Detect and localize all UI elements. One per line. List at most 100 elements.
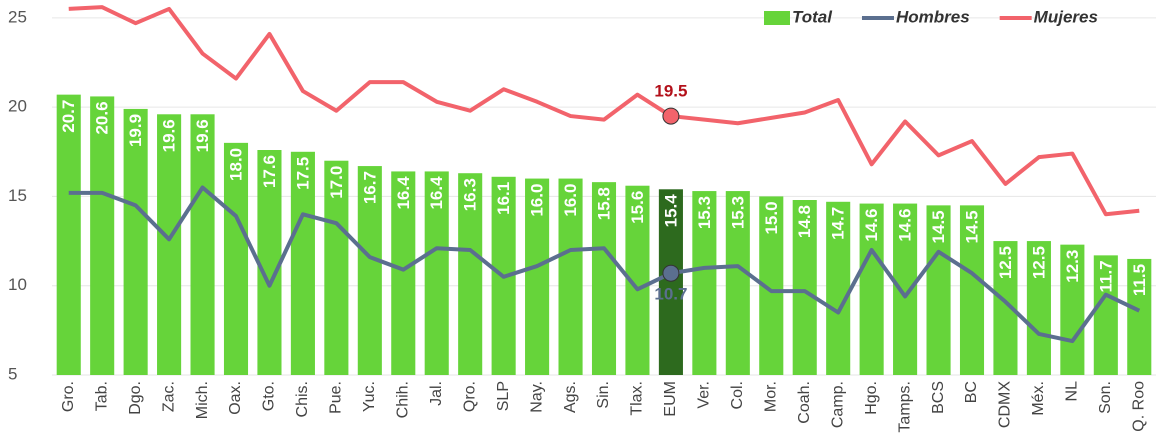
bar (1026, 241, 1051, 375)
bar (959, 205, 985, 375)
bar-label: 14.6 (896, 209, 915, 242)
bar-label: 15.8 (594, 187, 613, 220)
bar (223, 142, 249, 375)
bar (357, 166, 382, 375)
x-tick-label: Oax. (227, 381, 244, 415)
legend-label: Hombres (896, 7, 970, 26)
point-marker (662, 107, 680, 125)
bar-label: 19.6 (193, 119, 212, 152)
x-tick-label: Chih. (394, 381, 411, 418)
bar-label: 15.0 (762, 201, 781, 234)
x-tick-label: Nay. (528, 381, 545, 413)
y-tick-label: 10 (8, 275, 27, 294)
bar (424, 171, 449, 375)
x-tick-label: Ver. (696, 381, 713, 409)
bar-label: 15.3 (695, 196, 714, 229)
x-tick-label: CDMX (997, 381, 1014, 428)
x-tick-label: Gto. (261, 381, 278, 411)
bar-label: 16.4 (427, 176, 446, 210)
x-tick-label: Col. (729, 381, 746, 409)
x-tick-label: BCS (930, 381, 947, 414)
x-tick-label: Jal. (428, 381, 445, 406)
bar (725, 191, 750, 375)
legend-label: Total (792, 7, 833, 26)
bar-label: 20.7 (59, 100, 78, 133)
bar-label: 16.1 (494, 182, 513, 215)
bar-label: 17.6 (260, 155, 279, 188)
bar (257, 150, 282, 375)
legend-label: Mujeres (1034, 7, 1098, 26)
x-tick-label: Gro. (60, 381, 77, 412)
bar (826, 201, 851, 375)
x-tick-label: Tlax. (629, 381, 646, 416)
bar (90, 96, 115, 375)
bar-label: 14.8 (795, 205, 814, 238)
point-label: 10.7 (654, 285, 687, 304)
point-label: 19.5 (654, 82, 687, 101)
bar (591, 182, 617, 375)
bar-label: 16.7 (360, 171, 379, 204)
y-tick-label: 5 (8, 364, 17, 383)
bar-label: 19.9 (126, 114, 145, 147)
x-tick-label: Ags. (562, 381, 579, 413)
y-tick-label: 15 (8, 186, 27, 205)
y-tick-label: 20 (8, 97, 27, 116)
bar-label: 20.6 (93, 101, 112, 134)
x-tick-label: NL (1064, 381, 1081, 402)
x-tick-label: Qro. (461, 381, 478, 412)
x-tick-label: BC (963, 381, 980, 403)
bar-label: 12.5 (996, 246, 1015, 279)
bar (893, 203, 918, 375)
bar (859, 203, 884, 375)
bar-label: 17.0 (327, 166, 346, 199)
bar-label: 16.0 (561, 184, 580, 217)
bar-label: 16.3 (461, 178, 480, 211)
y-tick-label: 25 (8, 7, 27, 26)
bar-label: 12.3 (1063, 250, 1082, 283)
bar-label: 11.5 (1130, 264, 1149, 296)
bar-label: 17.5 (293, 157, 312, 190)
bar-label: 18.0 (226, 148, 245, 181)
bar-label: 14.7 (829, 207, 848, 240)
bar (1127, 258, 1152, 375)
bar (1060, 244, 1085, 375)
bar-label: 15.3 (728, 196, 747, 229)
bar-label: 14.6 (862, 209, 881, 242)
bar (123, 108, 148, 375)
x-tick-label: Zac. (160, 381, 177, 412)
x-tick-label: Yuc. (361, 381, 378, 412)
bar (324, 160, 349, 375)
bar (658, 189, 683, 375)
line-series (68, 185, 1141, 344)
bar-label: 12.5 (1029, 246, 1048, 279)
bar (190, 114, 215, 376)
bar (290, 151, 315, 375)
x-tick-label: Hgo. (863, 381, 880, 415)
bar-label: 15.6 (628, 191, 647, 224)
x-tick-label: EUM (662, 381, 679, 417)
bar (926, 205, 951, 375)
x-tick-label: Méx. (1030, 381, 1047, 416)
x-tick-label: Mich. (194, 381, 211, 419)
bar (458, 173, 483, 375)
x-tick-label: Chis. (294, 381, 311, 417)
x-tick-label: Tamps. (896, 381, 913, 433)
bar-label: 14.5 (962, 210, 981, 243)
bar-label: 11.7 (1096, 260, 1115, 292)
legend-item: Mujeres (999, 7, 1098, 26)
legend-item: Total (764, 7, 833, 26)
bar-label: 15.4 (661, 194, 680, 228)
legend-swatch (764, 11, 790, 25)
bar (56, 94, 81, 376)
x-tick-label: Camp. (829, 381, 846, 428)
bar (391, 171, 416, 375)
bar (558, 178, 583, 375)
x-tick-label: Mor. (762, 381, 779, 412)
bar-label: 16.0 (528, 184, 547, 217)
legend-item: Hombres (861, 7, 970, 26)
bar (157, 114, 182, 376)
x-tick-label: Dgo. (127, 381, 144, 415)
x-tick-label: Tab. (93, 381, 110, 411)
x-tick-label: Sin. (595, 381, 612, 409)
bar-label: 14.5 (929, 210, 948, 243)
